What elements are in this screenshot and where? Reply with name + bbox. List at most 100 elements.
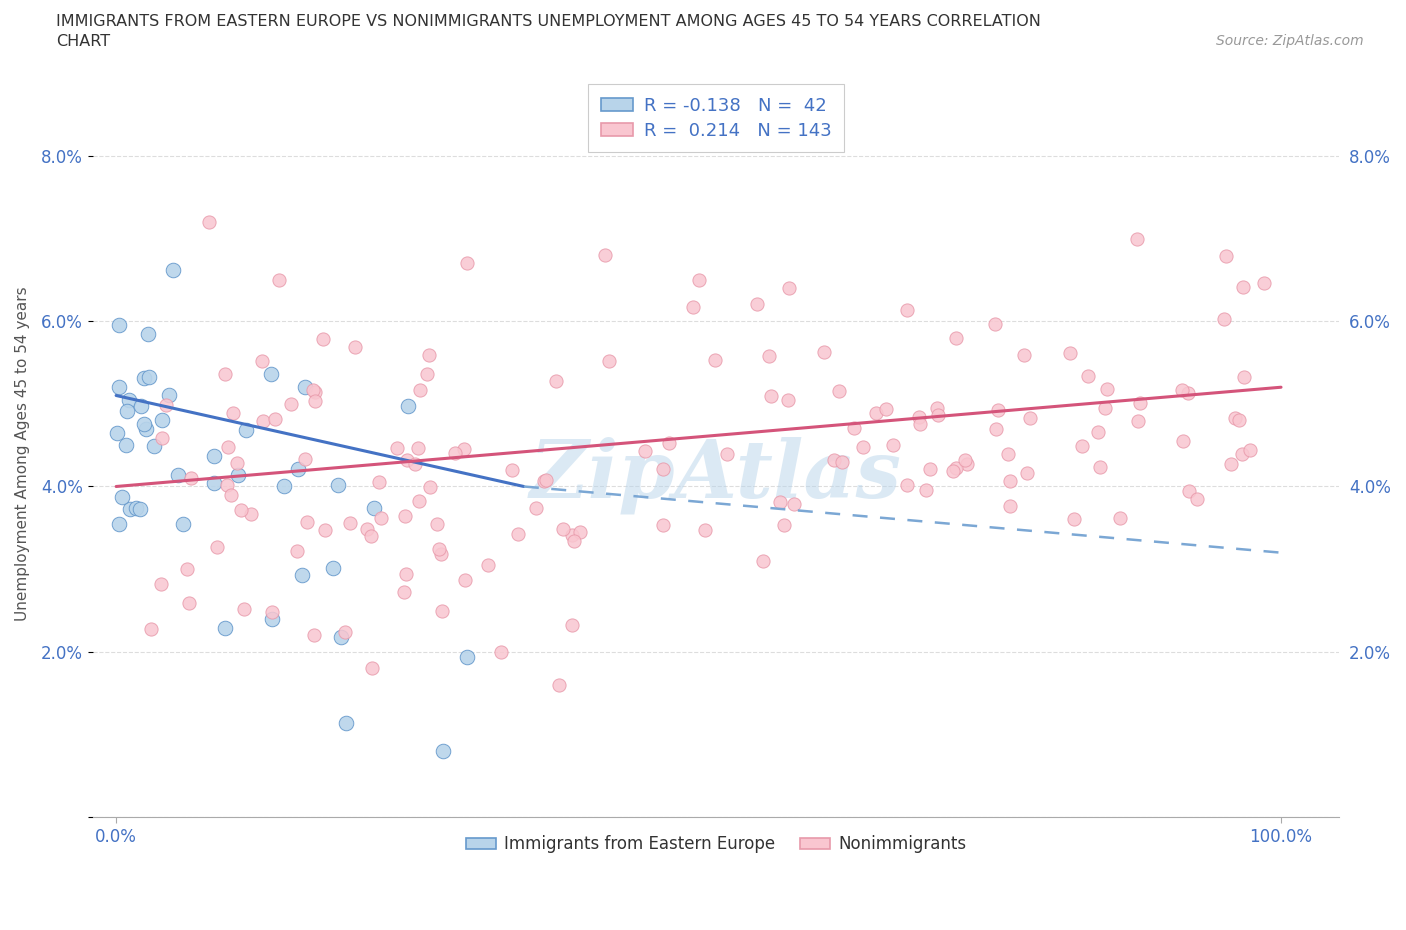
Point <box>1059 346 1081 361</box>
Point <box>634 444 657 458</box>
Point <box>134 417 156 432</box>
Point <box>547 678 569 693</box>
Point <box>983 316 1005 331</box>
Point <box>333 625 356 640</box>
Point <box>228 467 250 482</box>
Point <box>198 214 221 229</box>
Point <box>783 497 806 512</box>
Point <box>1018 410 1040 425</box>
Point <box>285 543 308 558</box>
Point <box>524 500 547 515</box>
Point <box>179 595 201 610</box>
Point <box>1071 438 1094 453</box>
Point <box>387 441 409 456</box>
Point <box>291 567 314 582</box>
Point <box>108 318 131 333</box>
Point <box>394 585 416 600</box>
Point <box>287 462 309 477</box>
Point <box>363 500 385 515</box>
Point <box>304 393 326 408</box>
Point <box>322 561 344 576</box>
Point <box>456 255 478 270</box>
Point <box>1171 382 1194 397</box>
Point <box>908 409 931 424</box>
Point <box>501 463 523 478</box>
Point <box>370 511 392 525</box>
Point <box>225 456 247 471</box>
Y-axis label: Unemployment Among Ages 45 to 54 years: Unemployment Among Ages 45 to 54 years <box>15 286 30 620</box>
Point <box>139 621 162 636</box>
Point <box>180 471 202 485</box>
Point <box>1178 484 1201 498</box>
Point <box>162 263 184 278</box>
Point <box>157 388 180 403</box>
Point <box>222 405 245 420</box>
Point <box>260 611 283 626</box>
Point <box>882 437 904 452</box>
Point <box>418 348 440 363</box>
Point <box>852 440 875 455</box>
Point <box>1017 465 1039 480</box>
Point <box>998 473 1021 488</box>
Point <box>865 405 887 420</box>
Point <box>231 502 253 517</box>
Point <box>927 407 949 422</box>
Point <box>404 457 426 472</box>
Point <box>135 422 157 437</box>
Point <box>1108 511 1130 525</box>
Point <box>138 369 160 384</box>
Point <box>454 573 477 588</box>
Point <box>1128 395 1150 410</box>
Point <box>915 483 938 498</box>
Text: ZipAtlas: ZipAtlas <box>530 436 903 514</box>
Point <box>367 475 389 490</box>
Point <box>1177 385 1199 400</box>
Point <box>1094 401 1116 416</box>
Point <box>695 523 717 538</box>
Text: IMMIGRANTS FROM EASTERN EUROPE VS NONIMMIGRANTS UNEMPLOYMENT AMONG AGES 45 TO 54: IMMIGRANTS FROM EASTERN EUROPE VS NONIMM… <box>56 14 1040 29</box>
Point <box>1000 498 1022 513</box>
Point <box>214 366 236 381</box>
Point <box>129 399 152 414</box>
Point <box>758 349 780 364</box>
Point <box>489 644 512 659</box>
Point <box>419 480 441 495</box>
Point <box>115 437 138 452</box>
Point <box>176 562 198 577</box>
Point <box>1227 413 1250 428</box>
Point <box>416 367 439 382</box>
Point <box>202 448 225 463</box>
Point <box>1063 512 1085 526</box>
Point <box>202 475 225 490</box>
Point <box>1232 446 1254 461</box>
Point <box>394 509 416 524</box>
Point <box>1187 491 1209 506</box>
Point <box>986 421 1008 436</box>
Point <box>562 534 585 549</box>
Point <box>326 477 349 492</box>
Point <box>217 477 239 492</box>
Point <box>304 384 326 399</box>
Point <box>773 518 796 533</box>
Point <box>823 453 845 468</box>
Point <box>152 413 174 428</box>
Point <box>396 453 419 468</box>
Text: CHART: CHART <box>56 34 110 49</box>
Point <box>908 417 931 432</box>
Point <box>166 468 188 483</box>
Point <box>595 247 617 262</box>
Point <box>221 488 243 503</box>
Point <box>598 353 620 368</box>
Point <box>356 522 378 537</box>
Point <box>987 403 1010 418</box>
Point <box>918 462 941 477</box>
Point <box>997 446 1019 461</box>
Point <box>343 339 366 354</box>
Point <box>108 516 131 531</box>
Point <box>426 516 449 531</box>
Point <box>260 366 283 381</box>
Point <box>561 618 583 632</box>
Point <box>395 566 418 581</box>
Point <box>456 649 478 664</box>
Point <box>652 462 675 477</box>
